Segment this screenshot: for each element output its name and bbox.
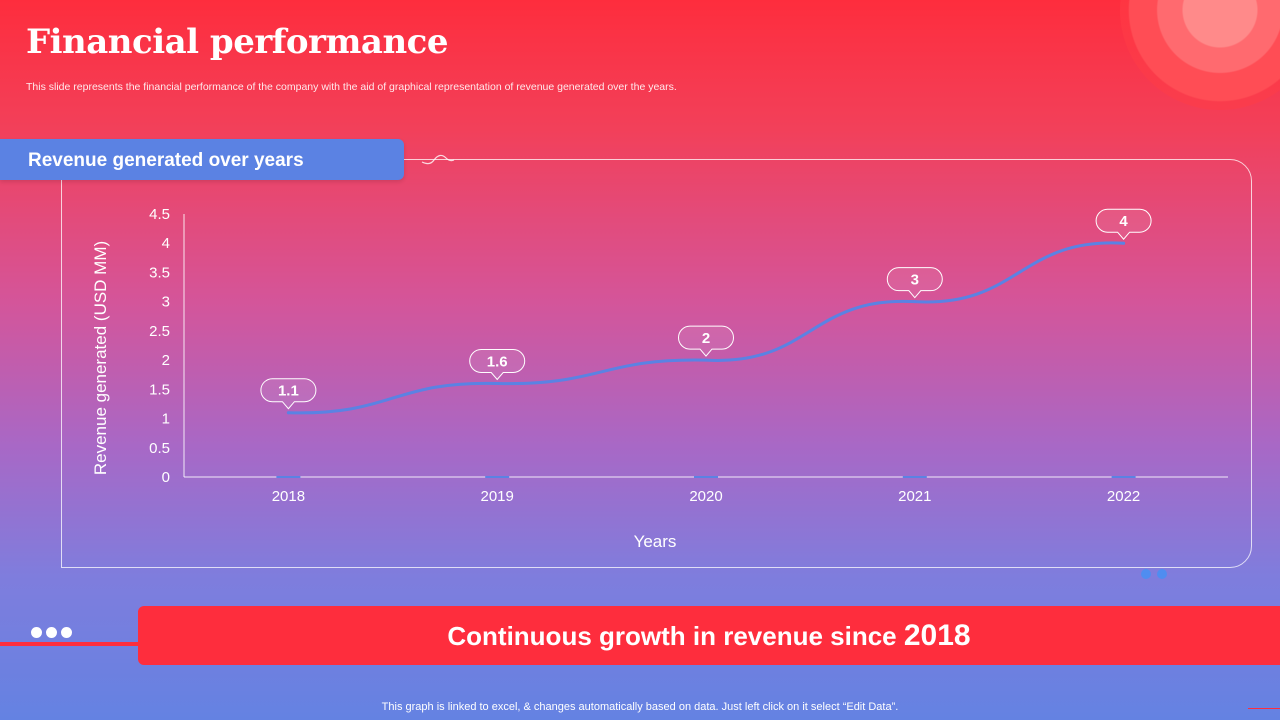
data-point [913,300,917,304]
data-label: 1.6 [487,353,508,370]
x-axis-label: Years [634,532,677,551]
x-tick-label: 2020 [689,488,722,505]
x-tick-label: 2022 [1107,488,1140,505]
data-point [704,358,708,362]
highlight-banner: Continuous growth in revenue since 2018 [138,606,1280,665]
footnote: This graph is linked to excel, & changes… [381,701,899,713]
chart-frame [61,159,1252,568]
data-label-bubble [678,325,734,357]
banner-year: 2018 [903,619,971,652]
data-label-bubble [886,267,943,299]
corner-accent-line [1248,708,1280,709]
data-label: 2 [702,330,710,347]
page-title: Financial performance [26,22,449,62]
frame-dots-decoration [1141,566,1173,584]
frame-wave-decoration [421,154,455,165]
x-tick-label: 2021 [898,488,931,505]
banner-text: Continuous growth in revenue since [447,621,897,651]
data-point [286,411,290,415]
banner-accent-line [0,642,140,646]
x-tick-label: 2018 [272,488,305,505]
y-tick-label: 0 [162,469,170,486]
y-tick-label: 2 [162,352,170,369]
y-tick-label: 1.5 [149,381,170,398]
chart-header-label: Revenue generated over years [28,150,304,171]
data-label-bubble [260,378,317,410]
data-label-bubble [1095,208,1152,240]
more-dots-decoration [31,625,76,643]
y-tick-label: 3 [162,294,170,311]
data-label: 4 [1119,213,1128,230]
x-tick-label: 2019 [481,488,514,505]
y-tick-label: 4 [162,235,170,252]
data-point [1122,241,1126,245]
chart-header: Revenue generated over years [0,139,404,180]
y-tick-label: 3.5 [149,264,170,281]
y-tick-label: 4.5 [149,206,170,223]
data-label: 3 [911,272,919,289]
data-label-bubble [469,348,526,381]
y-tick-label: 2.5 [149,323,170,340]
y-axis-label: Revenue generated (USD MM) [91,241,110,475]
page-subtitle: This slide represents the financial perf… [26,81,677,93]
y-tick-label: 0.5 [149,440,170,457]
y-tick-label: 1 [162,411,170,428]
data-label: 1.1 [278,383,299,400]
data-point [495,381,499,385]
